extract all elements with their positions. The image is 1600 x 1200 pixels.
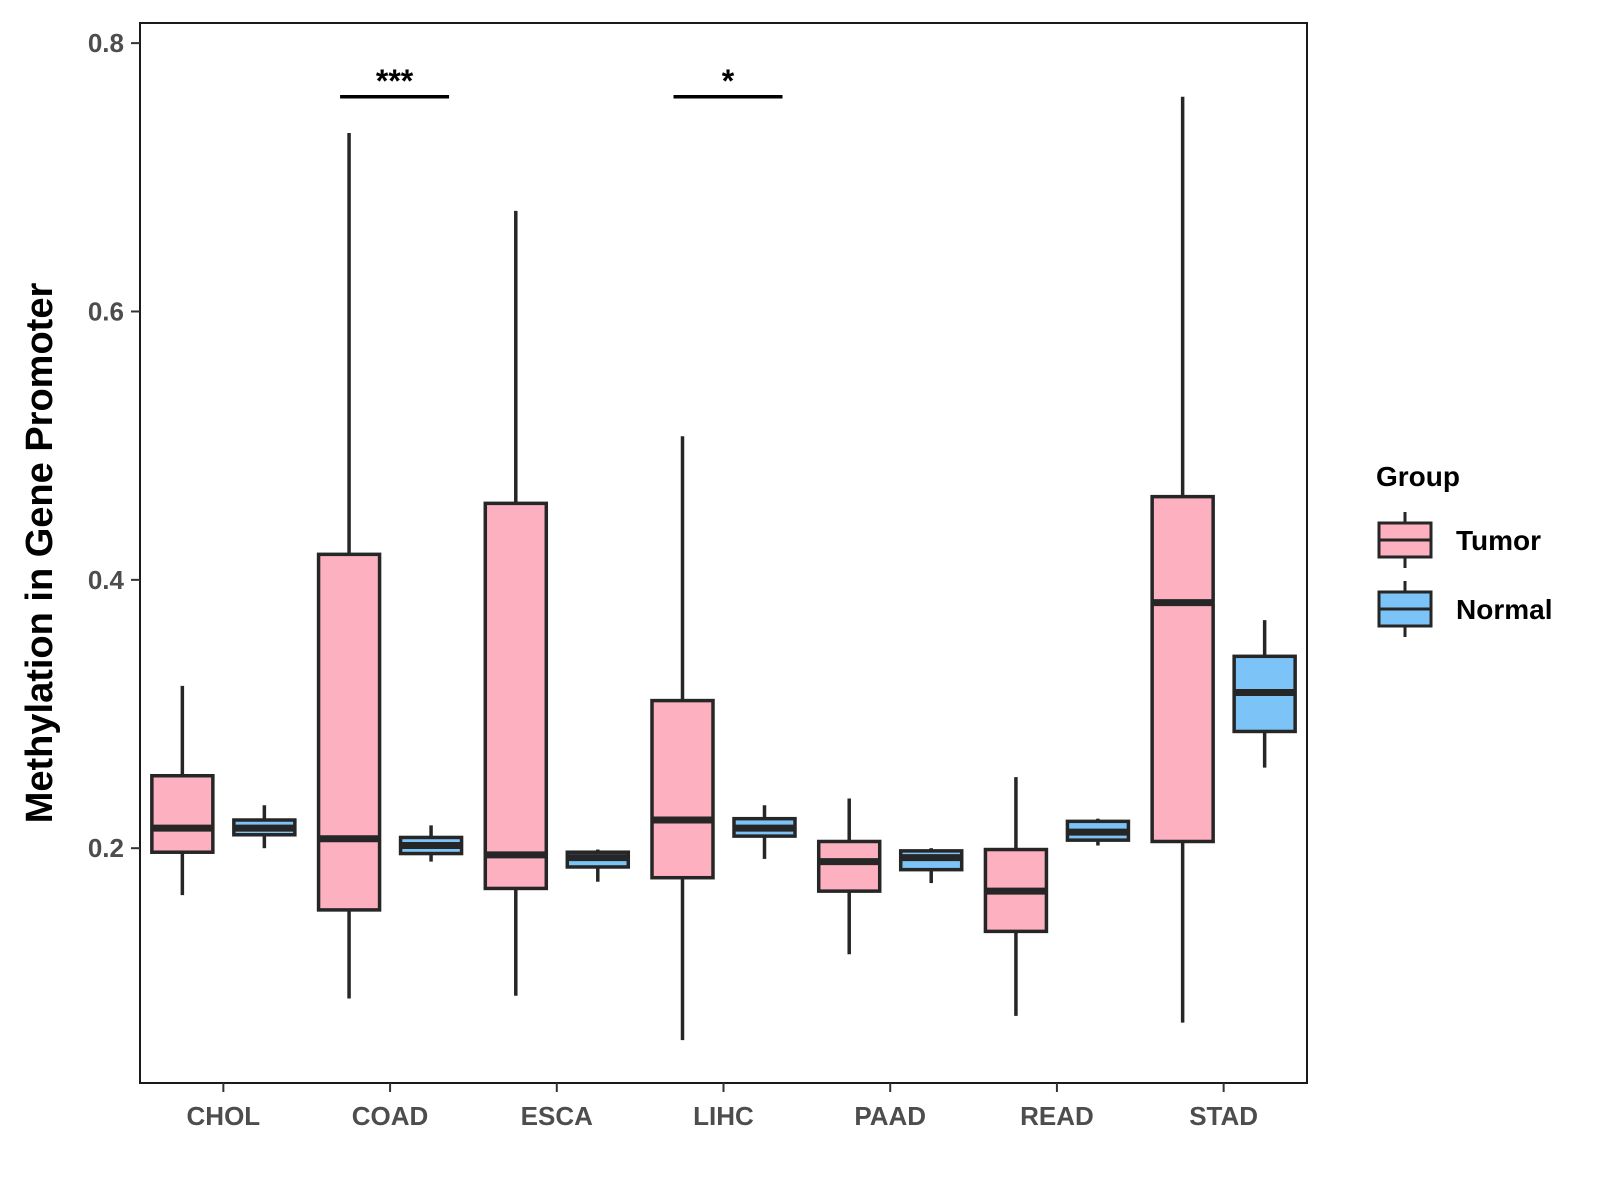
legend-title: Group — [1376, 461, 1460, 492]
box-tumor-esca — [483, 210, 549, 996]
y-axis-title: Methylation in Gene Promoter — [19, 283, 61, 824]
box-tumor-lihc — [650, 436, 715, 1041]
iqr-box-tumor-chol — [150, 773, 215, 854]
box-normal-paad — [898, 848, 964, 884]
box-normal-stad — [1232, 620, 1297, 768]
x-tick-label-paad: PAAD — [854, 1101, 926, 1131]
y-tick-label: 0.6 — [88, 296, 124, 326]
plot-area: *** * — [150, 63, 1297, 1041]
iqr-box-tumor-paad — [816, 839, 882, 893]
box-normal-coad — [398, 825, 464, 862]
x-tick-label-stad: STAD — [1189, 1101, 1258, 1131]
x-tick-label-read: READ — [1020, 1101, 1094, 1131]
legend-label-tumor: Tumor — [1456, 525, 1541, 556]
box-tumor-read — [983, 777, 1049, 1016]
x-tick-label-esca: ESCA — [521, 1101, 593, 1131]
iqr-box-tumor-lihc — [650, 698, 715, 880]
box-normal-read — [1065, 818, 1131, 846]
iqr-box-tumor-stad — [1150, 494, 1215, 844]
y-tick-label: 0.8 — [88, 28, 124, 58]
iqr-box-tumor-esca — [483, 501, 549, 891]
legend-label-normal: Normal — [1456, 594, 1552, 625]
y-tick-label: 0.4 — [88, 565, 125, 595]
legend: Group Tumor Normal — [1376, 461, 1552, 637]
legend-item-tumor: Tumor — [1377, 512, 1541, 568]
box-tumor-coad — [316, 133, 382, 999]
box-tumor-stad — [1150, 96, 1215, 1023]
box-normal-chol — [232, 805, 297, 849]
box-tumor-paad — [816, 798, 882, 955]
significance-label-coad: *** — [376, 63, 414, 99]
iqr-box-tumor-coad — [316, 552, 382, 912]
x-tick-label-coad: COAD — [352, 1101, 429, 1131]
box-normal-lihc — [732, 805, 797, 859]
box-tumor-chol — [150, 685, 215, 896]
significance-label-lihc: * — [722, 63, 735, 99]
y-tick-label: 0.2 — [88, 833, 124, 863]
x-tick-label-chol: CHOL — [187, 1101, 261, 1131]
axes: 0.2 0.4 0.6 0.8 CHOL COAD ESCA LIHC PAAD READ STAD — [88, 28, 1258, 1131]
legend-item-normal: Normal — [1377, 581, 1552, 637]
box-normal-esca — [565, 849, 631, 882]
x-tick-label-lihc: LIHC — [693, 1101, 754, 1131]
